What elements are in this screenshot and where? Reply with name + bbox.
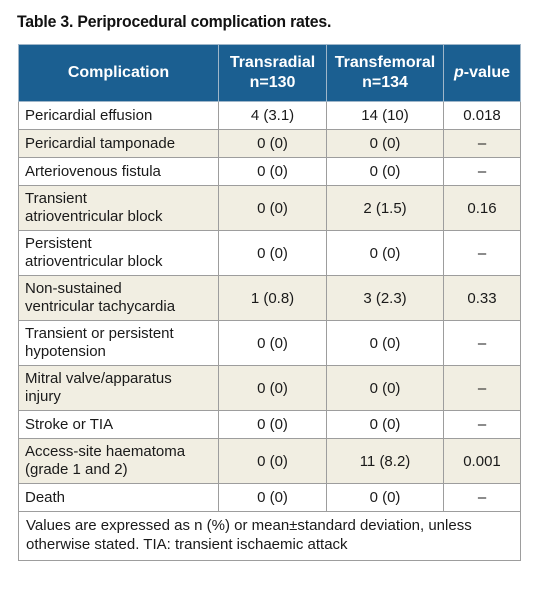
p-value: – [443,320,521,366]
header-transfemoral: Transfemoral n=134 [326,44,444,102]
row-label: Pericardial effusion [18,101,219,130]
table-row: Access-site haematoma (grade 1 and 2) 0 … [18,438,521,484]
transradial-value: 0 (0) [218,185,327,231]
row-label-line2: injury [25,388,61,405]
p-value: – [443,365,521,411]
header-pvalue-suffix: -value [463,64,511,81]
p-value: – [443,483,521,512]
transfemoral-value: 0 (0) [326,230,444,276]
p-value: 0.018 [443,101,521,130]
table-row: Non-sustained ventricular tachycardia 1 … [18,275,521,321]
transradial-value: 0 (0) [218,410,327,439]
transradial-value: 0 (0) [218,129,327,158]
transfemoral-value: 14 (10) [326,101,444,130]
row-label: Stroke or TIA [18,410,219,439]
row-label-line1: Transient [25,190,87,207]
row-label: Non-sustained ventricular tachycardia [18,275,219,321]
transfemoral-value: 3 (2.3) [326,275,444,321]
footnote-line1: Values are expressed as n (%) or mean±st… [26,517,472,534]
table-row: Pericardial tamponade 0 (0) 0 (0) – [18,129,521,158]
row-label-line1: Non-sustained [25,280,122,297]
header-transradial-label: Transradial [229,54,316,71]
table-row: Transient or persistent hypotension 0 (0… [18,320,521,366]
transradial-value: 0 (0) [218,365,327,411]
row-label: Access-site haematoma (grade 1 and 2) [18,438,219,484]
row-label-line2: (grade 1 and 2) [25,461,128,478]
table-row: Transient atrioventricular block 0 (0) 2… [18,185,521,231]
transfemoral-value: 0 (0) [326,410,444,439]
header-row: Complication Transradial n=130 Transfemo… [18,44,521,102]
transradial-value: 0 (0) [218,320,327,366]
row-label-line2: hypotension [25,343,106,360]
row-label-line1: Transient or persistent [25,325,174,342]
table-row: Pericardial effusion 4 (3.1) 14 (10) 0.0… [18,101,521,130]
table-row: Mitral valve/apparatus injury 0 (0) 0 (0… [18,365,521,411]
header-transradial: Transradial n=130 [218,44,327,102]
table-row: Death 0 (0) 0 (0) – [18,483,521,512]
transradial-value: 0 (0) [218,157,327,186]
p-value: 0.16 [443,185,521,231]
header-transradial-n: n=130 [249,74,296,91]
header-pvalue-p: p [453,64,464,81]
table-footer: Values are expressed as n (%) or mean±st… [18,511,521,561]
table-row: Persistent atrioventricular block 0 (0) … [18,230,521,276]
transfemoral-value: 11 (8.2) [326,438,444,484]
row-label: Transient atrioventricular block [18,185,219,231]
transradial-value: 0 (0) [218,438,327,484]
p-value: – [443,410,521,439]
row-label-line2: ventricular tachycardia [25,298,176,315]
transfemoral-value: 0 (0) [326,483,444,512]
row-label: Arteriovenous fistula [18,157,219,186]
table-title: Table 3. Periprocedural complication rat… [17,12,332,31]
p-value: – [443,129,521,158]
p-value: – [443,230,521,276]
row-label-line1: Persistent [25,235,92,252]
row-label: Mitral valve/apparatus injury [18,365,219,411]
header-complication: Complication [18,44,219,102]
p-value: 0.001 [443,438,521,484]
transfemoral-value: 0 (0) [326,129,444,158]
table-row: Arteriovenous fistula 0 (0) 0 (0) – [18,157,521,186]
row-label-line1: Mitral valve/apparatus [25,370,172,387]
table-body: Pericardial effusion 4 (3.1) 14 (10) 0.0… [18,101,521,512]
complication-table: Complication Transradial n=130 Transfemo… [18,44,521,561]
row-label: Pericardial tamponade [18,129,219,158]
table-header: Complication Transradial n=130 Transfemo… [18,44,521,102]
transfemoral-value: 0 (0) [326,320,444,366]
row-label: Death [18,483,219,512]
row-label-line2: atrioventricular block [25,208,163,225]
footnote: Values are expressed as n (%) or mean±st… [18,511,521,561]
row-label-line2: atrioventricular block [25,253,163,270]
transradial-value: 0 (0) [218,483,327,512]
header-complication-label: Complication [67,64,170,81]
transfemoral-value: 2 (1.5) [326,185,444,231]
header-transfemoral-label: Transfemoral [334,54,436,71]
p-value: 0.33 [443,275,521,321]
header-pvalue: p-value [443,44,521,102]
table-row: Stroke or TIA 0 (0) 0 (0) – [18,410,521,439]
transradial-value: 0 (0) [218,230,327,276]
p-value: – [443,157,521,186]
transfemoral-value: 0 (0) [326,365,444,411]
transradial-value: 4 (3.1) [218,101,327,130]
transradial-value: 1 (0.8) [218,275,327,321]
header-transfemoral-n: n=134 [362,74,408,91]
footnote-row: Values are expressed as n (%) or mean±st… [18,511,521,561]
transfemoral-value: 0 (0) [326,157,444,186]
row-label: Transient or persistent hypotension [18,320,219,366]
row-label: Persistent atrioventricular block [18,230,219,276]
row-label-line1: Access-site haematoma [25,443,186,460]
footnote-line2: otherwise stated. TIA: transient ischaem… [26,536,348,553]
